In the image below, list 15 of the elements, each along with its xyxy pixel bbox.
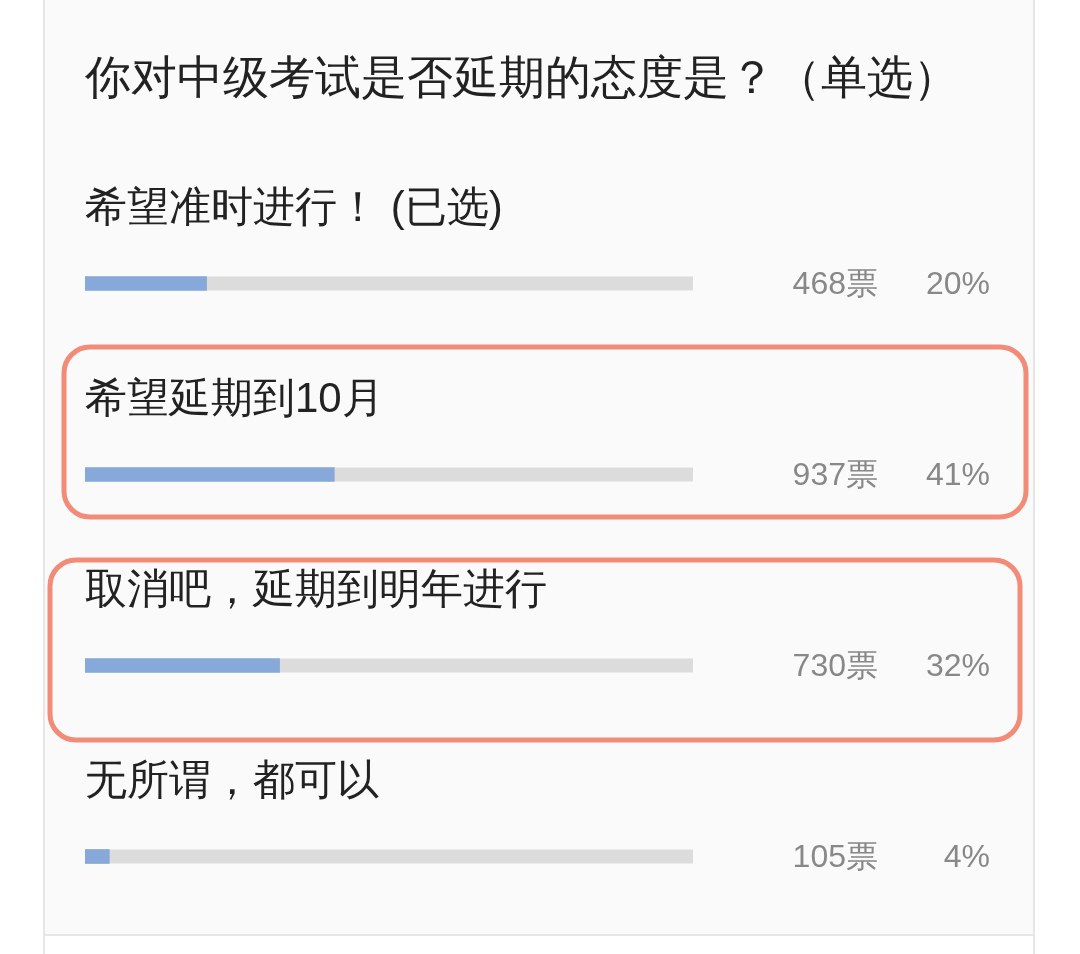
y-tick-label: 取消吧，延期到明年进行	[85, 565, 547, 613]
text: 730票	[792, 647, 878, 684]
text: 468票	[792, 265, 878, 302]
data-label: 20%	[925, 265, 990, 302]
bar	[85, 849, 110, 864]
y-tick-label: 无所谓，都可以	[85, 756, 379, 804]
data-label: 41%	[925, 456, 990, 493]
bar	[85, 276, 207, 291]
data-label: 32%	[925, 647, 990, 684]
y-tick-label: 希望准时进行！ (已选)	[85, 183, 503, 231]
y-tick-label: 希望延期到10月	[85, 374, 384, 422]
text: 937票	[792, 456, 878, 493]
text: 105票	[792, 838, 878, 875]
data-label: 4%	[943, 838, 990, 875]
chart-title: 你对中级考试是否延期的态度是？（单选）	[84, 50, 959, 103]
